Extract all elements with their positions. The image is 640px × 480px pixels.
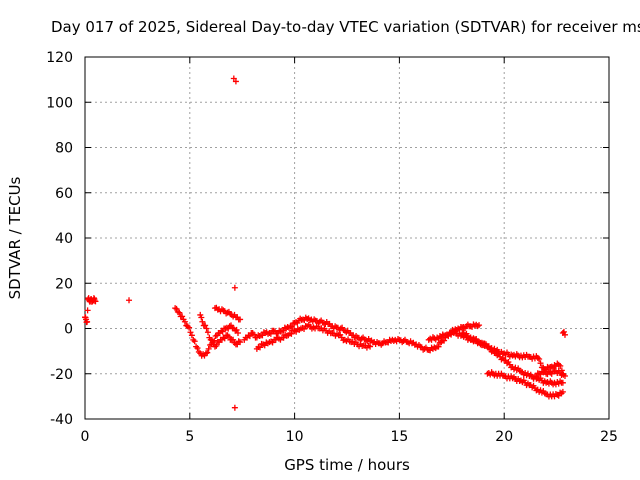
data-point: [176, 309, 183, 316]
outlier-point: [232, 78, 239, 85]
data-point: [186, 324, 193, 331]
data-point: [188, 332, 195, 339]
outlier-point: [231, 404, 238, 411]
x-tick-label: 25: [600, 429, 618, 445]
data-point: [558, 367, 565, 374]
outlier-point: [561, 331, 568, 338]
y-tick-label: 80: [55, 141, 73, 157]
data-point: [173, 305, 180, 312]
data-point: [204, 329, 211, 336]
data-point: [230, 336, 237, 343]
y-tick-label: 40: [55, 231, 73, 247]
data-point: [194, 345, 201, 352]
data-point: [435, 343, 442, 350]
data-point: [225, 333, 232, 340]
grid-lines: [85, 57, 609, 419]
outlier-point: [231, 284, 238, 291]
data-point: [92, 298, 99, 305]
y-tick-label: -40: [50, 412, 73, 428]
x-tick-label: 5: [185, 429, 194, 445]
data-point: [212, 332, 219, 339]
data-point: [367, 343, 374, 350]
data-point: [181, 318, 188, 325]
data-point: [537, 360, 544, 367]
data-point: [536, 355, 543, 362]
data-point: [172, 305, 179, 312]
y-tick-label: 0: [64, 322, 73, 338]
outlier-point: [126, 297, 133, 304]
data-point: [213, 342, 220, 349]
data-point: [237, 316, 244, 323]
y-tick-label: 100: [46, 95, 73, 111]
data-point: [209, 337, 216, 344]
data-point: [316, 318, 323, 325]
data-point: [237, 339, 244, 346]
y-tick-label: 20: [55, 276, 73, 292]
data-point: [251, 331, 258, 338]
data-point: [267, 330, 274, 337]
data-points: [82, 75, 568, 411]
y-tick-label: 60: [55, 186, 73, 202]
y-axis-title: SDTVAR / TECUs: [6, 176, 24, 299]
data-point: [358, 335, 365, 342]
x-tick-label: 20: [495, 429, 513, 445]
data-point: [557, 362, 564, 369]
y-tick-label: 120: [46, 50, 73, 66]
data-point: [84, 318, 91, 325]
data-point: [203, 325, 210, 332]
data-point: [246, 333, 253, 340]
data-point: [179, 313, 186, 320]
data-point: [235, 330, 242, 337]
data-point: [288, 323, 295, 330]
data-point: [221, 335, 228, 342]
data-point: [233, 326, 240, 333]
data-point: [199, 318, 206, 325]
x-axis-title: GPS time / hours: [284, 456, 410, 474]
data-point: [559, 379, 566, 386]
data-point: [204, 349, 211, 356]
data-point: [400, 337, 407, 344]
data-point: [191, 338, 198, 345]
data-point: [205, 345, 212, 352]
outlier-point: [560, 328, 567, 335]
data-point: [187, 329, 194, 336]
data-point: [202, 322, 209, 329]
data-point: [219, 328, 226, 335]
x-tick-label: 10: [286, 429, 304, 445]
chart-title: Day 017 of 2025, Sidereal Day-to-day VTE…: [51, 18, 640, 36]
data-point: [559, 388, 566, 395]
data-point: [84, 307, 91, 314]
data-point: [561, 373, 568, 380]
x-tick-label: 15: [390, 429, 408, 445]
data-point: [198, 314, 205, 321]
data-point: [190, 336, 197, 343]
data-point: [533, 373, 540, 380]
data-point: [288, 330, 295, 337]
data-point: [476, 322, 483, 329]
axis-ticks: [84, 56, 610, 420]
data-point: [174, 308, 181, 315]
y-tick-label: -20: [50, 367, 73, 383]
x-tick-label: 0: [81, 429, 90, 445]
tick-labels: 0 5 10 15 20 25 -40 -20 0 20 40 60 80 100 120: [46, 50, 618, 445]
data-point: [257, 344, 264, 351]
